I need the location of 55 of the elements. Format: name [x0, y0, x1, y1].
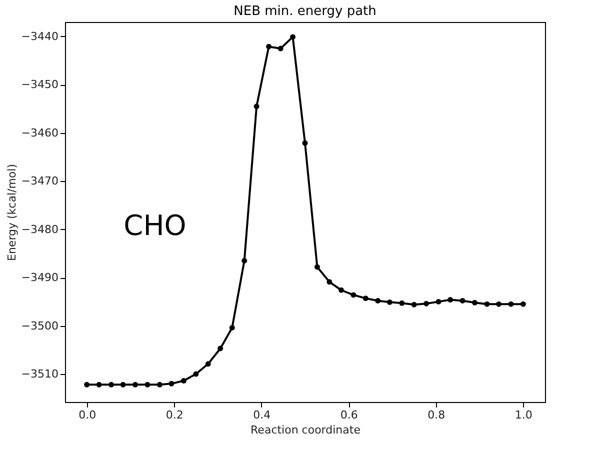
y-tick-label: −3470	[21, 174, 58, 188]
x-tick-label: 0.6	[340, 408, 358, 422]
point	[290, 34, 296, 40]
y-tick-label: −3500	[21, 319, 58, 332]
point	[144, 382, 150, 388]
chart-title: NEB min. energy path	[234, 4, 376, 19]
point	[266, 44, 272, 50]
point	[254, 104, 260, 110]
x-tick-label: 0.4	[253, 408, 271, 422]
point	[386, 299, 392, 305]
point	[460, 298, 466, 304]
point	[350, 292, 356, 298]
y-tick-label: −3440	[21, 30, 58, 43]
point	[156, 382, 162, 388]
point	[436, 298, 442, 304]
point	[132, 382, 138, 388]
point	[520, 301, 526, 307]
point	[362, 296, 368, 302]
point	[229, 325, 235, 330]
point	[326, 279, 332, 285]
point	[338, 287, 344, 293]
x-axis-title: Reaction coordinate	[250, 424, 361, 436]
x-tick-label: 0.2	[166, 408, 184, 422]
point	[180, 378, 186, 384]
point	[448, 297, 454, 302]
point	[472, 300, 478, 306]
x-tick-label: 0.8	[428, 408, 446, 422]
point	[96, 382, 102, 388]
annotation: CHO	[124, 209, 186, 242]
point	[302, 140, 308, 146]
point	[193, 371, 199, 377]
point	[411, 302, 417, 308]
point	[399, 300, 405, 306]
point	[278, 46, 284, 52]
x-tick-label: 1.0	[514, 408, 532, 422]
point	[120, 382, 126, 388]
y-tick-label: −3450	[21, 78, 58, 92]
point	[205, 361, 211, 367]
y-tick-label: −3480	[21, 222, 58, 236]
point	[484, 301, 490, 307]
y-tick-label: −3510	[21, 368, 58, 381]
y-tick-label: −3490	[21, 271, 58, 284]
point	[84, 382, 90, 388]
point	[314, 264, 320, 270]
point	[242, 258, 248, 264]
point	[375, 298, 381, 304]
point	[218, 346, 224, 352]
y-tick-label: −3460	[21, 126, 58, 140]
x-tick-label: 0.0	[78, 408, 96, 422]
point	[424, 300, 430, 306]
point	[508, 301, 514, 307]
y-axis-title: Energy (kcal/mol)	[5, 164, 18, 262]
point	[496, 301, 502, 307]
point	[168, 380, 174, 386]
point	[108, 382, 114, 388]
